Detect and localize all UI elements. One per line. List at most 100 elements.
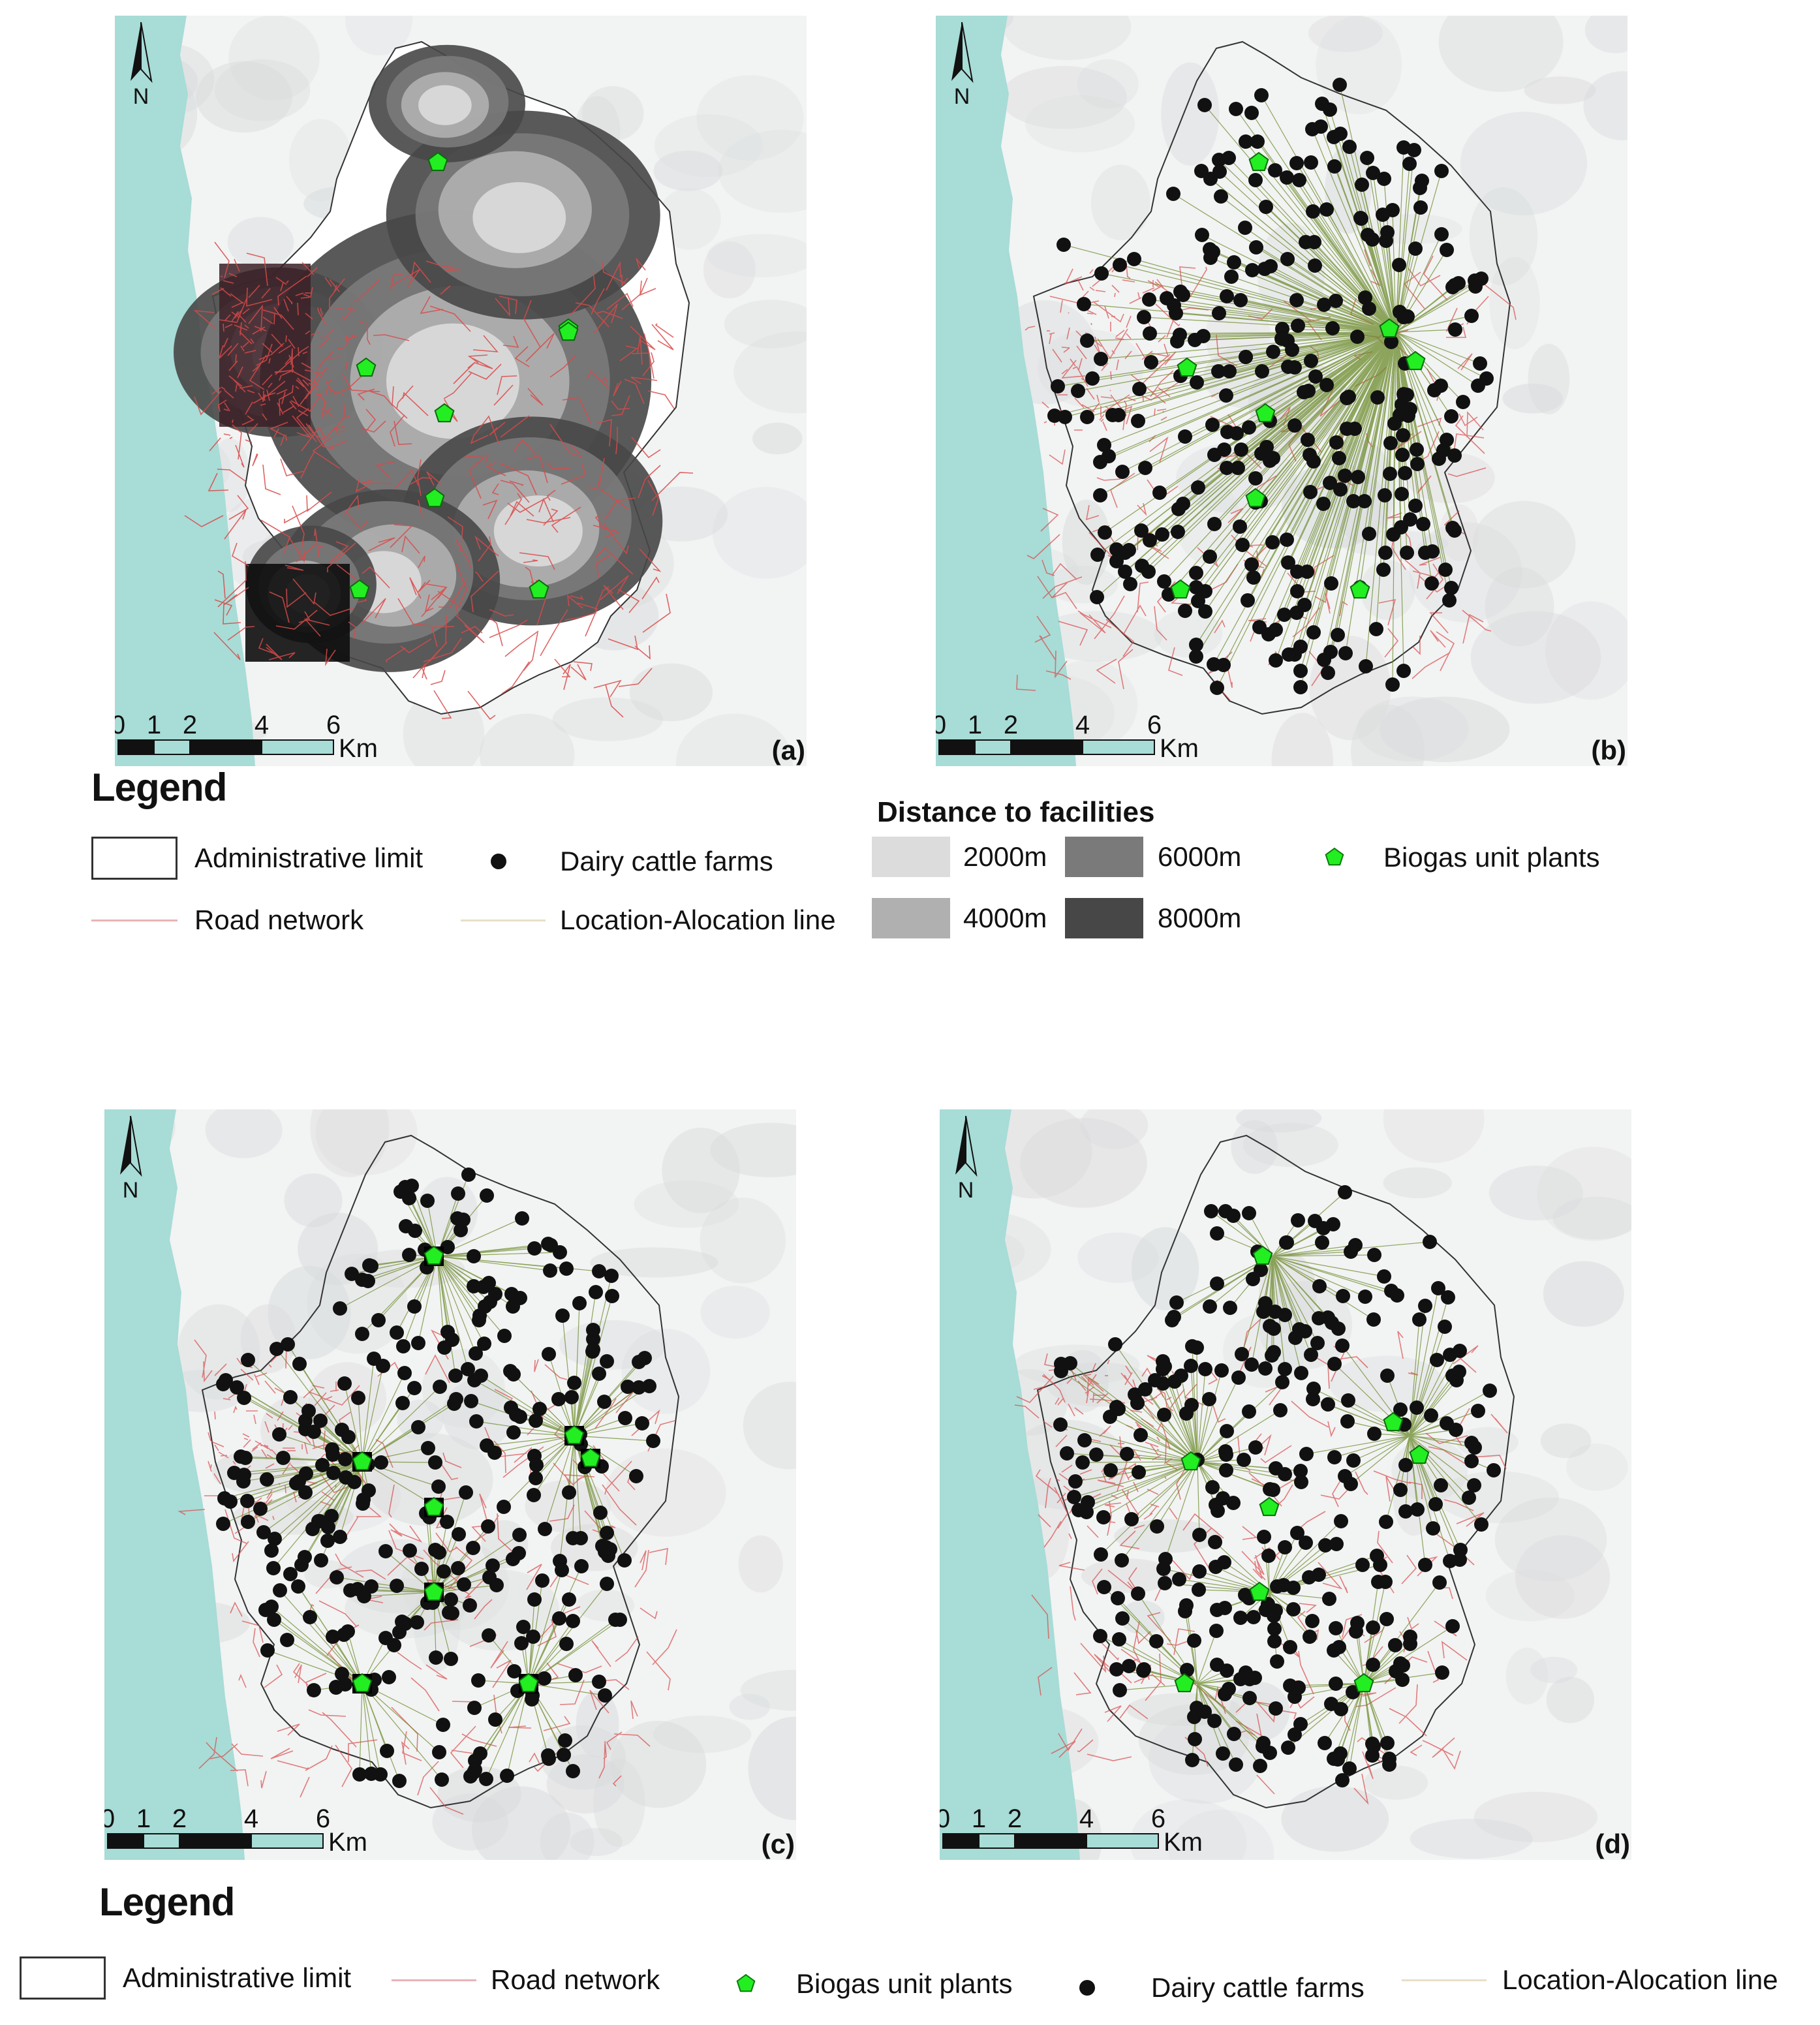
farm-dot-icon-bottom (1079, 1980, 1095, 1996)
farm-point (399, 1219, 413, 1233)
road-segment (1422, 431, 1440, 460)
road-segment (1092, 301, 1124, 323)
farm-point (1244, 557, 1259, 572)
road-segment (1456, 1512, 1485, 1527)
farm-point (542, 1752, 556, 1766)
road-segment (553, 1462, 582, 1486)
road-segment (1111, 1472, 1120, 1479)
road-segment (1101, 362, 1109, 371)
scale-bar: 0 1 2 4 6Km (115, 711, 378, 763)
road-segment (1089, 300, 1100, 303)
farm-point (1379, 1515, 1393, 1529)
farm-point (1338, 1185, 1352, 1199)
farm-point (1285, 343, 1299, 357)
allocation-line (1395, 286, 1476, 333)
legend-d8000: 8000m (1065, 898, 1241, 938)
road-segment (493, 1440, 506, 1474)
farm-point (410, 1615, 424, 1630)
farm-point (1294, 1366, 1308, 1380)
farm-point (1447, 523, 1462, 538)
terrain-shade (1515, 1535, 1611, 1619)
road-segment (316, 392, 328, 405)
farm-point (1385, 203, 1400, 217)
allocation-line (279, 1590, 363, 1684)
road-segment (591, 1640, 611, 1667)
farm-point (1115, 1553, 1129, 1568)
road-segment (244, 324, 249, 329)
road-segment (1364, 249, 1371, 267)
farm-point (1342, 140, 1357, 154)
farm-point (572, 1296, 587, 1310)
road-segment (1079, 612, 1106, 634)
road-segment (1408, 1372, 1419, 1376)
farm-point (593, 1506, 608, 1520)
road-segment (1292, 607, 1320, 638)
road-segment (285, 564, 304, 571)
road-segment (1291, 1400, 1329, 1428)
road-segment (288, 339, 296, 349)
terrain-shade (1316, 16, 1402, 115)
d4000-label: 4000m (963, 903, 1047, 933)
road-segment (292, 384, 294, 394)
farm-point (260, 1643, 275, 1658)
farm-point (544, 1238, 558, 1252)
allocation-line (1372, 172, 1396, 333)
road-segment (1076, 345, 1087, 360)
road-segment (209, 437, 221, 452)
road-segment (1370, 269, 1381, 286)
road-segment (262, 390, 264, 403)
allocation-line (1395, 332, 1481, 364)
legend-biogas-top: Biogas unit plants (1323, 842, 1600, 873)
terrain-shade (1077, 1232, 1159, 1283)
farm-point (1227, 1727, 1241, 1741)
road-segment (1126, 333, 1132, 339)
road-segment (1126, 275, 1131, 279)
allocation-line (1100, 332, 1396, 360)
road-segment (312, 1444, 325, 1449)
farm-point (1332, 451, 1346, 465)
terrain-shade (304, 1560, 351, 1588)
farm-point (1185, 1339, 1199, 1353)
road-segment (561, 463, 586, 485)
road-segment (1016, 674, 1036, 691)
farm-point (397, 1366, 412, 1380)
farm-point (507, 1664, 521, 1678)
road-segment (1051, 563, 1077, 580)
farm-point (1398, 1504, 1413, 1519)
road-segment (242, 308, 250, 315)
road-segment (410, 261, 431, 283)
farm-point (1317, 298, 1331, 312)
road-segment (1070, 1586, 1076, 1621)
road-segment (474, 535, 499, 557)
farm-point (1205, 1480, 1220, 1494)
farm-point (1219, 1463, 1233, 1477)
allocation-line (1296, 300, 1396, 333)
road-segment (281, 391, 286, 405)
north-label: N (133, 84, 149, 109)
terrain-shade (1485, 567, 1554, 647)
farm-point (444, 1652, 458, 1666)
road-segment (1115, 330, 1125, 337)
road-segment (510, 501, 534, 517)
farm-point (1344, 1244, 1358, 1259)
legend-farms-label-bottom: Dairy cattle farms (1151, 1972, 1365, 2003)
farm-point (1333, 127, 1348, 141)
farm-point (1333, 1746, 1348, 1761)
north-arrow-icon: N (131, 22, 153, 109)
farm-point (303, 1610, 317, 1624)
farm-point (592, 1264, 606, 1278)
road-segment (1061, 347, 1070, 348)
farm-point (1108, 1337, 1122, 1352)
farm-point (551, 1392, 566, 1406)
farm-point (482, 1276, 496, 1290)
farm-point (621, 1380, 635, 1394)
allocation-line (528, 1620, 574, 1684)
farm-point (1156, 1362, 1170, 1376)
allocation-line (1180, 291, 1396, 333)
farm-point (1245, 263, 1259, 277)
farm-point (315, 1458, 330, 1472)
farm-point (1113, 1683, 1127, 1697)
road-segment (300, 1776, 310, 1798)
road-segment (268, 382, 273, 388)
allocation-line (437, 1256, 456, 1376)
